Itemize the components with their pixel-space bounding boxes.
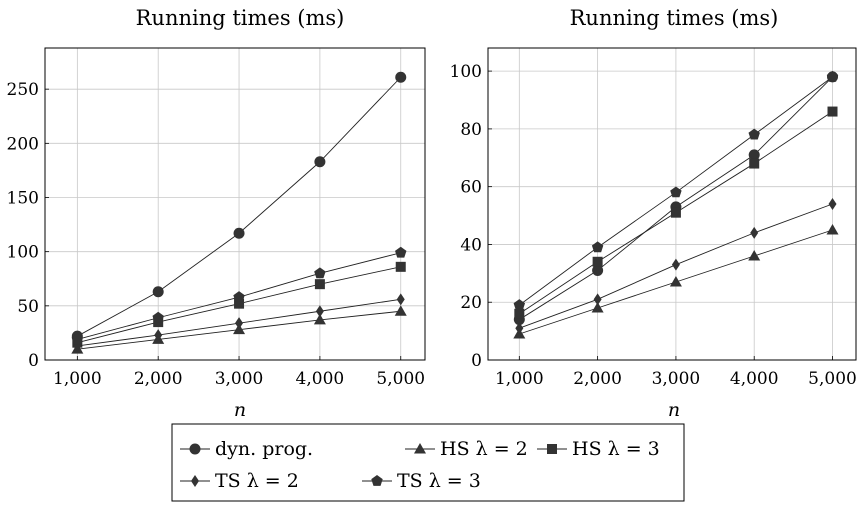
data-point-ts-lambda-3 — [314, 267, 326, 279]
data-point-hs-lambda-3 — [514, 308, 525, 319]
chart-left-x-axis-label: n — [234, 399, 246, 421]
data-point-ts-lambda-2 — [750, 226, 759, 239]
data-point-ts-lambda-3 — [395, 246, 407, 258]
data-point-ts-lambda-3 — [513, 299, 526, 310]
x-tick-label: 2,000 — [134, 369, 183, 389]
data-point-ts-lambda-3 — [670, 186, 682, 198]
x-tick-label: 1,000 — [53, 369, 102, 389]
data-point-ts-lambda-2 — [593, 293, 602, 306]
legend-label-hs-lambda-2: HS λ = 2 — [440, 438, 528, 460]
y-tick-label: 100 — [450, 62, 482, 82]
y-tick-label: 0 — [28, 351, 39, 371]
data-point-ts-lambda-2 — [671, 258, 680, 271]
y-tick-label: 0 — [471, 351, 482, 371]
legend-label-dyn-prog: dyn. prog. — [215, 438, 313, 460]
x-tick-label: 4,000 — [296, 369, 345, 389]
data-point-ts-lambda-2 — [515, 322, 524, 335]
chart-left: Running times (ms) 1,000 2,000 3,000 4,000 5… — [7, 6, 426, 421]
data-point-hs-lambda-2 — [591, 302, 604, 313]
data-point-hs-lambda-2 — [669, 276, 682, 287]
x-tick-label: 5,000 — [808, 369, 857, 389]
y-tick-label: 40 — [460, 235, 482, 255]
chart-right-plot-area — [487, 47, 857, 361]
data-point-hs-lambda-3 — [395, 261, 406, 272]
data-point-ts-lambda-2 — [154, 329, 163, 342]
data-point-ts-lambda-2 — [828, 198, 837, 210]
data-point-ts-lambda-2 — [315, 305, 324, 318]
legend-box — [171, 423, 685, 502]
y-tick-label: 60 — [460, 178, 482, 198]
data-point-ts-lambda-3 — [152, 311, 164, 323]
data-point-dyn-prog — [592, 264, 604, 276]
data-point-dyn-prog — [233, 227, 245, 239]
data-point-ts-lambda-3 — [71, 333, 84, 345]
data-point-hs-lambda-2 — [394, 305, 407, 316]
y-tick-label: 20 — [460, 293, 482, 313]
x-tick-label: 1,000 — [495, 369, 544, 389]
x-tick-label: 5,000 — [376, 369, 425, 389]
y-tick-label: 150 — [7, 189, 39, 209]
data-point-ts-lambda-3 — [591, 241, 604, 253]
chart-right-title: Running times (ms) — [570, 6, 779, 30]
legend-label-ts-lambda-2: TS λ = 2 — [215, 470, 299, 492]
data-point-hs-lambda-3 — [749, 158, 760, 169]
x-tick-label: 2,000 — [573, 369, 622, 389]
data-point-hs-lambda-3 — [234, 298, 245, 309]
data-point-dyn-prog — [748, 149, 760, 161]
y-tick-label: 250 — [7, 80, 39, 100]
data-point-ts-lambda-3 — [233, 291, 245, 303]
y-tick-label: 80 — [460, 120, 482, 140]
x-tick-label: 3,000 — [652, 369, 701, 389]
legend-marker-hs-lambda-3 — [547, 444, 557, 454]
legend-label-hs-lambda-3: HS λ = 3 — [572, 438, 660, 460]
legend-marker-dyn-prog — [189, 443, 201, 455]
data-point-ts-lambda-3 — [826, 70, 839, 82]
legend-marker-ts-lambda-3 — [371, 475, 383, 486]
data-point-ts-lambda-2 — [396, 293, 405, 306]
data-point-hs-lambda-2 — [748, 250, 761, 261]
data-point-hs-lambda-3 — [592, 256, 603, 267]
x-tick-label: 4,000 — [730, 369, 779, 389]
chart-right: Running times (ms) 1,000 2,000 3,000 4,000 5… — [450, 6, 857, 421]
chart-right-x-axis-label: n — [668, 399, 680, 421]
data-point-ts-lambda-2 — [235, 317, 244, 330]
legend-marker-ts-lambda-2 — [191, 475, 199, 487]
data-point-hs-lambda-2 — [826, 224, 839, 235]
y-tick-label: 200 — [7, 134, 39, 154]
legend: dyn. prog. HS λ = 2 HS λ = 3 TS λ = 2 TS λ =… — [171, 423, 685, 502]
chart-left-title: Running times (ms) — [136, 6, 345, 30]
x-tick-label: 3,000 — [215, 369, 264, 389]
data-point-hs-lambda-3 — [670, 207, 681, 218]
y-tick-label: 50 — [17, 297, 39, 317]
y-tick-label: 100 — [7, 243, 39, 263]
data-point-ts-lambda-3 — [748, 128, 760, 140]
legend-marker-hs-lambda-2 — [414, 443, 426, 454]
data-point-dyn-prog — [395, 71, 407, 83]
data-point-dyn-prog — [314, 156, 326, 168]
legend-label-ts-lambda-3: TS λ = 3 — [397, 470, 481, 492]
data-point-hs-lambda-2 — [313, 313, 326, 325]
data-point-hs-lambda-3 — [314, 279, 325, 290]
chart-left-plot-area — [44, 47, 426, 361]
data-point-dyn-prog — [152, 286, 164, 298]
data-point-hs-lambda-3 — [827, 106, 838, 117]
